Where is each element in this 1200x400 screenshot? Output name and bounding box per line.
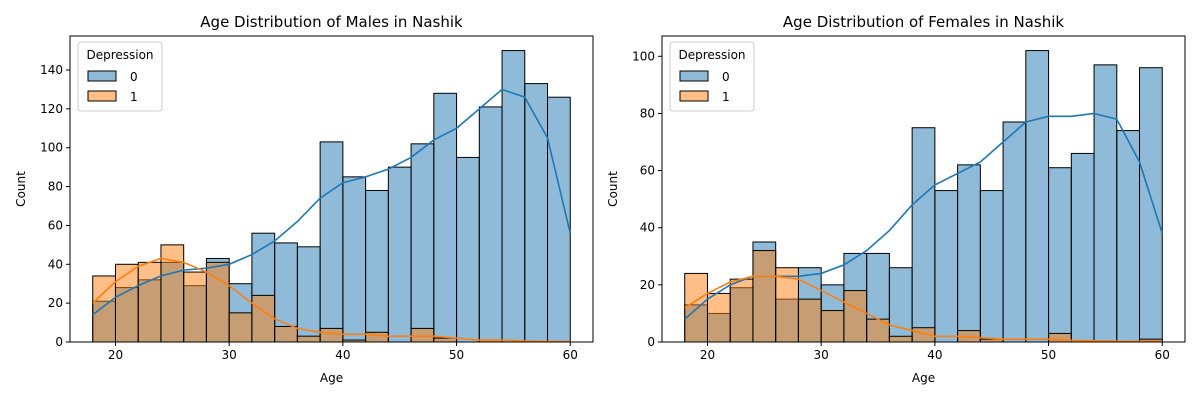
bar-series-1-bin-2: [137, 261, 162, 343]
x-tick-label: 50: [1041, 348, 1056, 362]
y-tick-label: 20: [48, 296, 63, 310]
bar-series-0-bin-12: [365, 189, 389, 343]
bar-series-1-bin-9: [296, 335, 321, 343]
legend-swatch-1: [679, 90, 709, 102]
y-tick-label: 80: [640, 106, 655, 120]
legend-swatch-1: [87, 90, 117, 102]
bar-series-1-bin-7: [251, 294, 276, 343]
bar-series-0-bin-10: [319, 141, 344, 343]
bar-series-1-bin-8: [274, 325, 298, 343]
x-tick-label: 40: [335, 348, 350, 362]
bar-series-0-bin-11: [934, 190, 959, 343]
bar-series-1-bin-4: [183, 271, 207, 343]
bar-series-0-bin-17: [1070, 152, 1095, 343]
x-tick-label: 30: [222, 348, 237, 362]
bar-series-0-bin-19: [524, 83, 549, 343]
bar-series-1-bin-1: [706, 292, 731, 343]
bar-series-0-bin-16: [1048, 167, 1072, 343]
y-tick-label: 40: [48, 257, 63, 271]
bar-series-0-bin-13: [979, 190, 1004, 343]
y-tick-label: 60: [48, 218, 63, 232]
bar-series-1-bin-5: [797, 298, 822, 343]
y-tick-label: 100: [40, 141, 63, 155]
x-tick-label: 50: [449, 348, 464, 362]
bar-series-0-bin-9: [296, 246, 321, 343]
bar-series-1-bin-3: [752, 250, 777, 343]
y-tick-label: 100: [632, 49, 655, 63]
bar-series-1-bin-2: [729, 278, 754, 343]
x-axis-label: Age: [912, 371, 935, 385]
x-tick-label: 20: [108, 348, 123, 362]
bar-series-1-bin-9: [888, 335, 913, 343]
legend-label-0: 0: [722, 70, 730, 84]
bar-series-0-bin-16: [456, 156, 480, 343]
y-tick-label: 140: [40, 63, 63, 77]
x-tick-label: 60: [1155, 348, 1170, 362]
bar-series-1-bin-1: [114, 263, 139, 343]
bar-series-0-bin-11: [342, 176, 367, 343]
y-tick-label: 20: [640, 278, 655, 292]
bar-series-1-bin-0: [684, 272, 708, 343]
legend-label-1: 1: [130, 90, 138, 104]
bar-series-1-bin-15: [433, 337, 458, 343]
y-axis-label: Count: [14, 171, 28, 207]
y-tick-label: 0: [647, 335, 655, 349]
bar-series-1-bin-7: [843, 290, 868, 343]
y-tick-label: 80: [48, 180, 63, 194]
bar-series-0-bin-20: [1139, 67, 1163, 343]
y-tick-label: 60: [640, 164, 655, 178]
legend: Depression 0 1: [669, 41, 755, 112]
legend: Depression 0 1: [77, 41, 163, 112]
bar-series-0-bin-14: [410, 143, 435, 343]
axes-frame: [661, 35, 1186, 343]
legend-label-1: 1: [722, 90, 730, 104]
bar-series-0-bin-12: [957, 164, 981, 343]
x-tick-label: 60: [563, 348, 578, 362]
kde-line-series-1: [684, 275, 1163, 343]
x-tick-label: 30: [814, 348, 829, 362]
y-tick-label: 120: [40, 102, 63, 116]
x-tick-label: 40: [927, 348, 942, 362]
bar-series-1-bin-6: [228, 312, 253, 343]
legend-label-0: 0: [130, 70, 138, 84]
kde-line-series-0: [92, 88, 572, 316]
bar-series-0-bin-19: [1116, 130, 1141, 343]
x-tick-label: 20: [700, 348, 715, 362]
bar-series-1-bin-6: [820, 310, 845, 343]
x-axis-label: Age: [320, 371, 343, 385]
chart-title: Age Distribution of Males in Nashik: [200, 13, 463, 31]
bar-series-0-bin-15: [1025, 50, 1050, 343]
chart-panel-2: 20 30 40 50 60 0 20 40 60 80 100 Age Distribution o…: [606, 13, 1186, 385]
chart-title: Age Distribution of Females in Nashik: [783, 13, 1064, 31]
bar-series-0-bin-18: [1093, 64, 1118, 343]
legend-title: Depression: [678, 48, 745, 62]
legend-title: Depression: [86, 48, 153, 62]
bar-series-0-bin-18: [501, 50, 526, 343]
bar-series-0-bin-9: [888, 267, 913, 343]
bar-series-0-bin-17: [478, 106, 503, 343]
axes-frame: [69, 35, 594, 343]
y-axis-label: Count: [606, 171, 620, 207]
bar-series-0-bin-13: [387, 166, 412, 343]
legend-swatch-0: [87, 70, 117, 82]
y-tick-label: 40: [640, 221, 655, 235]
chart-panel-1: 20 30 40 50 60 0 20 40 60 80 100 120 140 Age Distribu…: [14, 13, 594, 385]
kde-line-series-1: [92, 257, 571, 343]
bar-series-1-bin-14: [410, 327, 435, 343]
bar-series-0-bin-10: [911, 127, 936, 343]
bar-series-1-bin-10: [319, 327, 344, 343]
legend-swatch-0: [679, 70, 709, 82]
bar-series-0-bin-14: [1002, 121, 1027, 343]
y-tick-label: 0: [55, 335, 63, 349]
